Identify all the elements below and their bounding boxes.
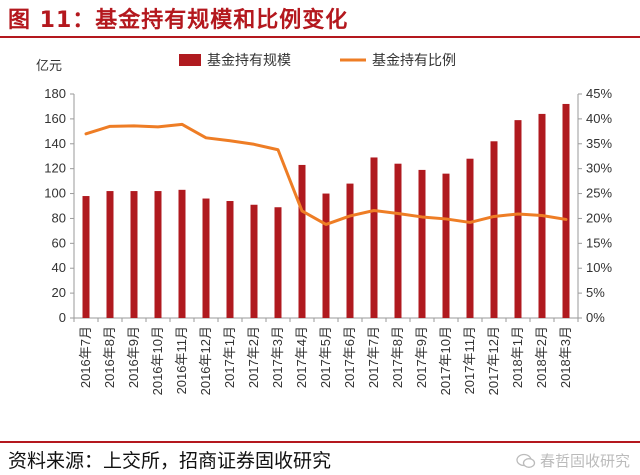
- bar: [250, 204, 258, 318]
- x-tick-label: 2017年7月: [366, 326, 381, 388]
- y-right-tick-label: 20%: [586, 210, 612, 225]
- bar: [154, 191, 162, 318]
- y-right-tick-label: 25%: [586, 186, 612, 201]
- x-tick-label: 2017年6月: [342, 326, 357, 388]
- bar: [418, 169, 426, 318]
- x-tick-label: 2017年4月: [294, 326, 309, 388]
- bar: [202, 198, 210, 318]
- y-right-tick-label: 35%: [586, 136, 612, 151]
- x-tick-label: 2017年10月: [438, 326, 453, 395]
- legend-label-line: 基金持有比例: [372, 52, 456, 69]
- bar-series: [82, 103, 570, 319]
- x-tick-label: 2016年7月: [78, 326, 93, 388]
- x-tick-label: 2016年9月: [126, 326, 141, 388]
- y-left-tick-label: 140: [44, 136, 66, 151]
- bar: [370, 157, 378, 318]
- y-left-tick-label: 60: [52, 235, 66, 250]
- y-right-tick-label: 40%: [586, 111, 612, 126]
- line-path: [84, 122, 568, 226]
- bar: [226, 201, 234, 318]
- figure-title: 图 11：基金持有规模和比例变化: [8, 8, 349, 33]
- x-tick-label: 2016年11月: [174, 326, 189, 394]
- bar: [178, 189, 186, 318]
- bar: [298, 164, 306, 318]
- y-left-tick-label: 80: [52, 210, 66, 225]
- y-right-tick-label: 15%: [586, 235, 612, 250]
- y-right-tick-label: 10%: [586, 260, 612, 275]
- x-tick-label: 2018年3月: [558, 326, 573, 388]
- y-right-tick-label: 45%: [586, 86, 612, 101]
- x-tick-label: 2016年12月: [198, 326, 213, 395]
- y-left-tick-label: 160: [44, 111, 66, 126]
- y-left-tick-label: 40: [52, 260, 66, 275]
- x-tick-label: 2017年9月: [414, 326, 429, 388]
- bar: [82, 196, 90, 318]
- x-tick-label: 2017年8月: [390, 326, 405, 388]
- y-left-tick-label: 0: [59, 310, 66, 325]
- x-tick-label: 2016年8月: [102, 326, 117, 388]
- y-left-tick-label: 180: [44, 86, 66, 101]
- bar: [106, 191, 114, 318]
- chart: 亿元 基金持有规模 基金持有比例 0 20 40 60 80 100 120 140 160 18…: [36, 52, 612, 395]
- bar: [466, 158, 474, 318]
- y-right-tick-label: 0%: [586, 310, 605, 325]
- bar: [274, 207, 282, 318]
- x-tick-label: 2017年3月: [270, 326, 285, 388]
- axes: 0 20 40 60 80 100 120 140 160 180 0% 5% 10% 15% 20% 25%…: [44, 86, 612, 395]
- x-tick-label: 2017年12月: [486, 326, 501, 395]
- y-left-tick-label: 100: [44, 186, 66, 201]
- x-tick-label: 2017年2月: [246, 326, 261, 388]
- x-tick-label: 2017年1月: [222, 326, 237, 388]
- line-series: [84, 122, 568, 226]
- source-divider: [0, 441, 640, 443]
- y-right-tick-label: 30%: [586, 161, 612, 176]
- x-tick-label: 2018年1月: [510, 326, 525, 388]
- bar: [130, 191, 138, 318]
- y-left-tick-label: 20: [52, 285, 66, 300]
- legend: 基金持有规模 基金持有比例: [179, 52, 456, 69]
- watermark-text: 春哲固收研究: [539, 452, 630, 470]
- legend-label-bar: 基金持有规模: [207, 52, 291, 69]
- y-left-tick-label: 120: [44, 161, 66, 176]
- y-left-unit-label: 亿元: [36, 58, 62, 73]
- bar: [490, 141, 498, 318]
- legend-swatch-bar: [179, 54, 201, 66]
- x-tick-label: 2018年2月: [534, 326, 549, 388]
- bar: [514, 120, 522, 318]
- bar: [394, 163, 402, 318]
- x-tick-label: 2016年10月: [150, 326, 165, 395]
- x-tick-label: 2017年5月: [318, 326, 333, 388]
- bar: [322, 193, 330, 318]
- bar: [442, 173, 450, 318]
- x-tick-label: 2017年11月: [462, 326, 477, 394]
- y-right-tick-label: 5%: [586, 285, 605, 300]
- watermark: 春哲固收研究: [516, 450, 630, 471]
- wechat-icon: [516, 453, 536, 468]
- bar: [346, 183, 354, 318]
- bar: [562, 103, 570, 318]
- source-note: 资料来源：上交所，招商证券固收研究: [8, 450, 332, 472]
- title-divider: [0, 36, 640, 38]
